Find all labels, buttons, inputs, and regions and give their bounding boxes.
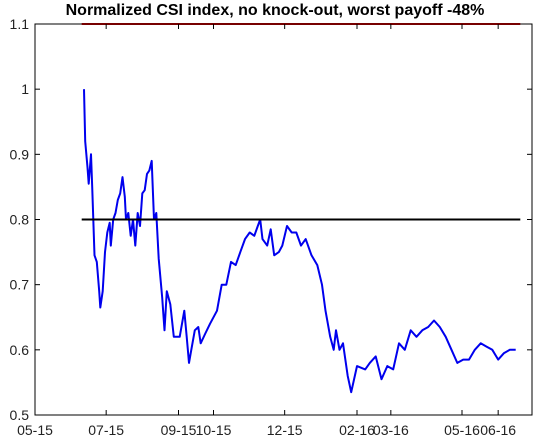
x-tick-label: 07-15 xyxy=(88,422,124,438)
y-tick-label: 1.1 xyxy=(10,16,30,32)
x-tick-label: 03-16 xyxy=(373,422,409,438)
y-tick-label: 0.5 xyxy=(10,407,30,423)
index-line xyxy=(83,89,516,394)
x-tick-label: 02-16 xyxy=(339,422,375,438)
y-tick-label: 0.6 xyxy=(10,342,30,358)
x-tick-label: 06-16 xyxy=(480,422,516,438)
x-tick-label: 12-15 xyxy=(267,422,303,438)
x-tick-label: 09-15 xyxy=(161,422,197,438)
x-tick-label: 10-15 xyxy=(196,422,232,438)
y-tick-label: 0.8 xyxy=(10,212,30,228)
series-layer xyxy=(81,23,521,394)
y-tick-label: 0.9 xyxy=(10,146,30,162)
y-tick-label: 0.7 xyxy=(10,277,30,293)
x-tick-label: 05-15 xyxy=(17,422,53,438)
chart-title: Normalized CSI index, no knock-out, wors… xyxy=(65,2,485,19)
y-tick-label: 1 xyxy=(21,81,29,97)
x-tick-label: 05-16 xyxy=(444,422,480,438)
tick-layer: 0.5 0.6 0.7 0.8 0.9 1 1.1 05-15 07-15 09-15 10-15 1… xyxy=(10,16,532,438)
